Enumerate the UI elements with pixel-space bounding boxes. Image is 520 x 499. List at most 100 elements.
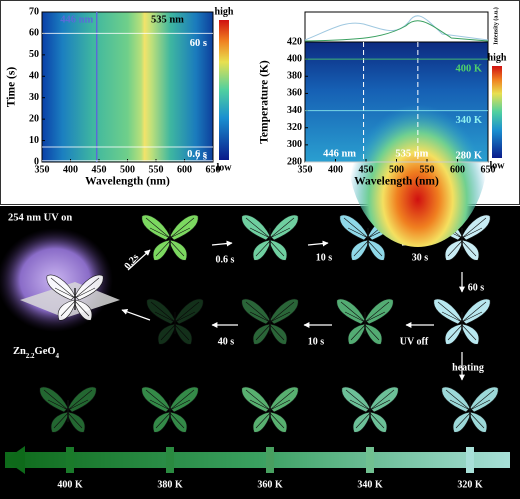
h-line-label: 340 K: [455, 115, 482, 126]
step-label: 30 s: [412, 252, 429, 263]
butterfly: [241, 386, 299, 433]
wing: [461, 298, 491, 325]
inset-frame: [304, 11, 489, 43]
butterfly: [46, 274, 104, 321]
x-tick-label: 500: [389, 164, 404, 175]
y-tick-label: 420: [287, 36, 302, 47]
x-tick-label: 450: [92, 164, 107, 175]
vein: [145, 217, 171, 257]
uv-label: 254 nm UV on: [8, 212, 72, 223]
x-tick-label: 400: [328, 164, 343, 175]
y-tick-label: 10: [29, 135, 39, 146]
y-tick-label: 340: [287, 105, 302, 116]
x-axis-title: Wavelength (nm): [354, 176, 439, 188]
inset-curve: [304, 20, 489, 42]
vein: [50, 277, 76, 317]
arrow: [307, 240, 329, 247]
h-line-label: 400 K: [455, 64, 482, 75]
colorbar-low: low: [490, 160, 506, 171]
temperature-arrowhead: [5, 446, 25, 474]
vein: [364, 301, 390, 341]
step-label: 10 s: [308, 336, 325, 347]
wing: [39, 386, 69, 413]
material-label: Zn2.2GeO4: [13, 346, 60, 359]
wing: [141, 214, 171, 241]
wing: [336, 298, 366, 325]
y-tick-label: 380: [287, 71, 302, 82]
vein: [340, 301, 366, 341]
material-part: 2.2: [26, 352, 35, 360]
wing: [433, 298, 463, 325]
vein: [150, 301, 176, 341]
temperature-bar: [5, 452, 510, 468]
vein: [245, 217, 271, 257]
temperature-tick: [166, 447, 174, 473]
vein: [145, 389, 171, 429]
temperature-tick: [266, 447, 274, 473]
arrow: [121, 308, 151, 321]
y-tick-label: 280: [287, 156, 302, 167]
y-tick-label: 360: [287, 88, 302, 99]
temperature-tick: [466, 447, 474, 473]
wing: [339, 214, 369, 241]
x-tick-label: 550: [420, 164, 435, 175]
butterfly: [39, 386, 97, 433]
y-tick-label: 50: [29, 49, 39, 60]
y-tick-label: 400: [287, 53, 302, 64]
heatmap: [42, 12, 213, 162]
vein: [169, 217, 195, 257]
x-axis-title: Wavelength (nm): [85, 176, 170, 188]
y-tick-label: 70: [29, 6, 39, 17]
wing: [141, 386, 171, 413]
wing: [241, 298, 271, 325]
temperature-tick: [66, 447, 74, 473]
wing: [67, 386, 97, 413]
h-line-label: 60 s: [190, 38, 207, 49]
x-tick-label: 400: [63, 164, 78, 175]
v-line-label: 446 nm: [323, 148, 356, 159]
wing: [169, 386, 199, 413]
x-tick-label: 600: [177, 164, 192, 175]
y-tick-label: 40: [29, 71, 39, 82]
vein: [43, 389, 69, 429]
x-tick-label: 600: [450, 164, 465, 175]
h-line-label: 7 s: [195, 151, 207, 162]
arrow: [211, 240, 233, 247]
x-tick-label: 650: [481, 164, 496, 175]
wing: [364, 298, 394, 325]
v-line-label: 535 nm: [151, 14, 184, 25]
vein: [67, 389, 93, 429]
vein: [461, 217, 487, 257]
temperature-label: 320 K: [457, 479, 483, 490]
temperature-label: 400 K: [57, 479, 83, 490]
butterfly: [141, 214, 199, 261]
butterfly: [146, 298, 204, 345]
step-label: 60 s: [468, 282, 485, 293]
inset-label: Intensity (a.u.): [492, 7, 499, 45]
y-axis-title: Time (s): [6, 67, 18, 108]
butterfly: [341, 386, 399, 433]
vein: [343, 217, 369, 257]
vein: [437, 301, 463, 341]
butterfly: [241, 298, 299, 345]
vein: [345, 389, 371, 429]
inset-curve: [304, 15, 489, 41]
wing: [341, 386, 371, 413]
vein: [169, 389, 195, 429]
y-tick-label: 0: [34, 156, 39, 167]
wing: [269, 386, 299, 413]
wing: [469, 386, 499, 413]
y-axis-title: Temperature (K): [259, 60, 271, 144]
wing: [174, 298, 204, 325]
heatmap-glow: [348, 57, 488, 247]
x-tick-label: 500: [120, 164, 135, 175]
wing: [74, 274, 104, 301]
wing: [269, 298, 299, 325]
colorbar: [492, 66, 502, 158]
vein: [74, 277, 100, 317]
wing: [461, 214, 491, 241]
v-line-label: 446 nm: [60, 14, 93, 25]
y-tick-label: 60: [29, 28, 39, 39]
uv-off-label: UV off: [400, 336, 429, 347]
